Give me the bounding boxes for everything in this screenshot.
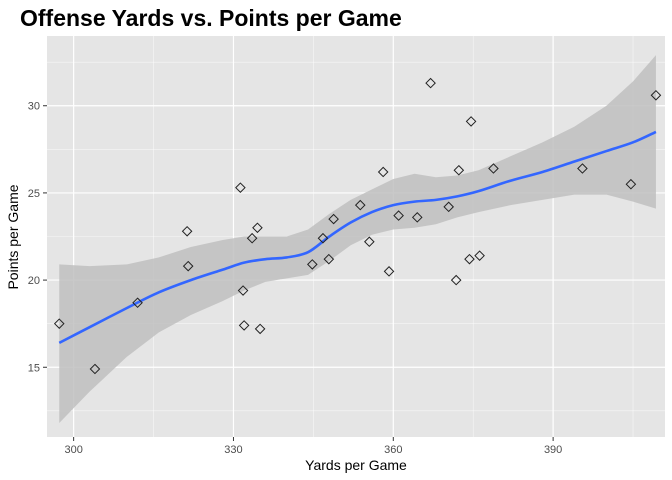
data-point [393, 210, 404, 221]
y-tick-label: 20 [28, 275, 40, 287]
x-axis-ticks: 300 330 360 390 [64, 437, 562, 456]
data-points [53, 77, 662, 375]
data-point [235, 182, 246, 193]
x-tick-label: 360 [384, 444, 402, 456]
data-point [650, 89, 662, 101]
data-point [252, 222, 263, 234]
data-point [464, 253, 475, 265]
data-point [89, 363, 101, 375]
data-point [425, 77, 436, 89]
data-point [354, 199, 366, 211]
y-axis-ticks: 15 20 25 30 [28, 101, 47, 374]
data-point [317, 232, 329, 244]
data-point [182, 260, 194, 272]
data-point [246, 232, 258, 244]
data-point [364, 236, 375, 248]
data-point [181, 225, 193, 237]
x-tick-label: 390 [544, 444, 562, 456]
data-point [254, 323, 266, 335]
data-point [237, 285, 249, 296]
data-point [443, 201, 455, 213]
data-point [377, 166, 389, 178]
data-point [577, 163, 588, 174]
data-point [465, 116, 477, 127]
x-tick-label: 330 [224, 444, 242, 456]
chart-title: Offense Yards vs. Points per Game [20, 5, 402, 31]
data-point [323, 253, 335, 265]
data-point [383, 266, 395, 277]
x-axis-title: Yards per Game [305, 457, 407, 473]
data-point [53, 318, 65, 329]
data-point [238, 320, 250, 331]
confidence-band [59, 55, 656, 424]
smooth-trend-line [58, 130, 657, 345]
data-point [453, 164, 465, 176]
data-point [411, 212, 423, 223]
y-tick-label: 25 [28, 188, 40, 200]
y-tick-label: 30 [28, 101, 40, 113]
data-point [625, 178, 637, 190]
y-tick-label: 15 [28, 362, 40, 374]
data-point [488, 163, 499, 174]
data-point [328, 213, 339, 225]
data-point [450, 274, 462, 286]
y-axis-title: Points per Game [5, 184, 21, 289]
data-point [307, 259, 318, 270]
x-tick-label: 300 [64, 444, 82, 456]
data-point [132, 297, 143, 309]
data-point [474, 250, 485, 261]
